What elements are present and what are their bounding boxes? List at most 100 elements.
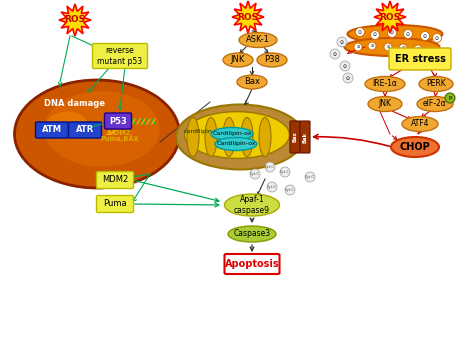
Text: ROS: ROS [237,13,258,21]
Ellipse shape [241,118,253,157]
Text: Caspase3: Caspase3 [233,230,271,239]
Text: DNA damage: DNA damage [45,100,106,108]
Text: Cyt-C: Cyt-C [265,165,275,169]
FancyBboxPatch shape [389,48,451,70]
Ellipse shape [402,117,438,132]
Circle shape [371,31,380,39]
FancyBboxPatch shape [300,121,310,153]
FancyBboxPatch shape [225,254,280,274]
Polygon shape [374,1,406,33]
Text: Cyt-C: Cyt-C [285,188,295,192]
Circle shape [368,42,376,50]
Ellipse shape [205,118,217,157]
Text: ⊙: ⊙ [340,39,344,44]
Text: ⊙: ⊙ [390,31,394,36]
Text: MDM2,
Puma,BAX: MDM2, Puma,BAX [100,130,139,143]
Text: ⊙: ⊙ [373,32,377,38]
Circle shape [305,172,315,182]
Text: cardilipin: cardilipin [183,130,212,134]
Text: JNK: JNK [231,56,245,64]
FancyBboxPatch shape [36,122,69,138]
Ellipse shape [223,53,253,67]
Text: ATM: ATM [42,126,62,134]
FancyBboxPatch shape [97,171,134,189]
Ellipse shape [419,76,453,92]
Text: ⊙: ⊙ [346,75,350,81]
Text: P38: P38 [264,56,280,64]
Ellipse shape [259,118,271,157]
FancyBboxPatch shape [92,44,147,69]
Circle shape [267,182,277,192]
Text: MDM2: MDM2 [102,176,128,184]
Ellipse shape [47,112,87,137]
Text: Cyt-C: Cyt-C [267,185,277,189]
Circle shape [280,167,290,177]
Text: Bak: Bak [302,131,308,143]
Text: Bax: Bax [244,77,260,87]
Text: ⊙: ⊙ [370,44,374,48]
Ellipse shape [391,137,439,157]
Ellipse shape [347,25,443,43]
Text: IRE-1α: IRE-1α [373,80,397,88]
Text: ⊙: ⊙ [401,46,405,50]
Polygon shape [59,4,91,36]
Circle shape [343,73,353,83]
FancyBboxPatch shape [104,113,131,129]
Ellipse shape [365,76,405,92]
Circle shape [337,37,347,47]
Ellipse shape [215,138,257,151]
FancyBboxPatch shape [290,121,300,153]
Text: Puma: Puma [103,200,127,208]
Text: ATF4: ATF4 [411,119,429,128]
Circle shape [432,33,441,43]
Text: ASK-1: ASK-1 [246,36,270,44]
Ellipse shape [15,80,180,188]
Circle shape [250,169,260,179]
Text: CHOP: CHOP [400,142,430,152]
Text: ⊙: ⊙ [358,30,362,34]
Polygon shape [232,1,264,33]
Text: ⊙: ⊙ [435,36,439,40]
Circle shape [403,30,412,38]
Ellipse shape [187,118,199,157]
Text: ⊙: ⊙ [423,33,427,38]
Circle shape [340,61,350,71]
Text: P53: P53 [109,117,127,126]
Text: ER stress: ER stress [394,54,446,64]
Ellipse shape [368,96,402,112]
Ellipse shape [176,105,304,170]
Ellipse shape [228,226,276,242]
Text: ⊙: ⊙ [406,31,410,37]
Ellipse shape [417,96,453,112]
Ellipse shape [225,194,280,216]
Text: Apaf-1
caspase9: Apaf-1 caspase9 [234,195,270,215]
Circle shape [330,49,340,59]
Circle shape [265,162,275,172]
Text: JNK: JNK [379,100,392,108]
Ellipse shape [257,53,287,67]
Text: reverse
mutant p53: reverse mutant p53 [98,46,143,66]
Circle shape [420,31,429,40]
Circle shape [356,27,365,37]
Text: Apoptosis: Apoptosis [225,259,279,269]
Ellipse shape [211,127,253,140]
Text: PERK: PERK [426,80,446,88]
FancyBboxPatch shape [97,195,134,213]
FancyBboxPatch shape [69,122,101,138]
Ellipse shape [237,75,267,89]
Text: ⊙: ⊙ [333,51,337,57]
Circle shape [414,45,422,53]
Text: ATR: ATR [76,126,94,134]
Text: Bax: Bax [292,132,298,143]
Text: Cyt-C: Cyt-C [280,170,290,174]
Ellipse shape [184,112,290,158]
Text: Cyt-C: Cyt-C [305,175,315,179]
Text: ⊙: ⊙ [416,47,420,51]
Text: p: p [448,95,452,101]
Ellipse shape [239,32,277,48]
Circle shape [384,43,392,51]
Text: ⊙: ⊙ [343,63,347,69]
Circle shape [445,93,455,103]
Text: ROS: ROS [64,15,86,25]
Circle shape [285,185,295,195]
